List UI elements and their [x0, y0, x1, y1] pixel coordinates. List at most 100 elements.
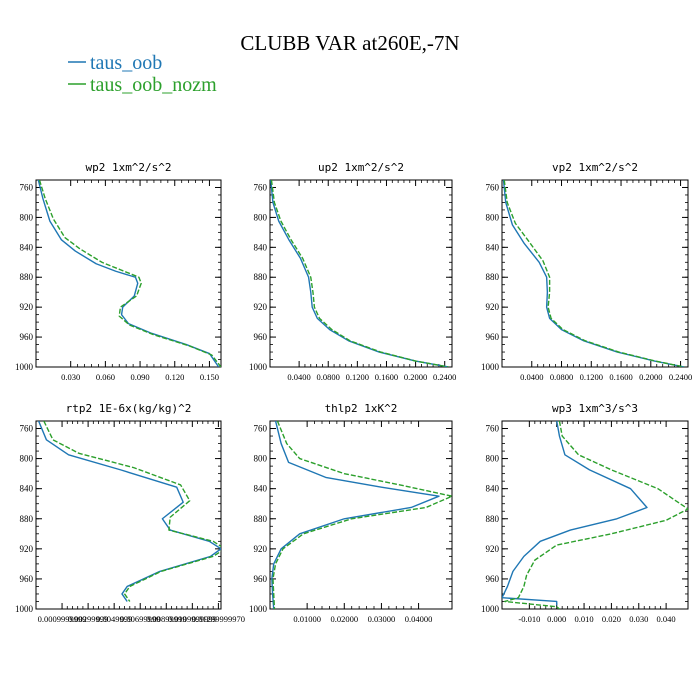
x-tick-label: 0.00299999	[68, 614, 108, 624]
y-tick-label: 760	[20, 424, 34, 434]
panel-title: rtp2 1E-6x(kg/kg)^2	[66, 402, 192, 415]
y-tick-label: 840	[254, 484, 268, 494]
legend-label-taus-oob-nozm: taus_oob_nozm	[90, 74, 217, 96]
series-line-taus-oob	[270, 180, 449, 367]
x-tick-label: 0.01000	[293, 614, 321, 624]
y-tick-label: 800	[486, 212, 500, 222]
x-tick-label: 0.0009999999	[38, 614, 87, 624]
y-tick-label: 920	[486, 302, 500, 312]
y-tick-label: 880	[254, 272, 268, 282]
y-tick-label: 920	[486, 544, 500, 554]
panel-title: wp2 1xm^2/s^2	[85, 161, 171, 174]
x-tick-label: 0.04000	[405, 614, 433, 624]
chart-panel-6: wp3 1xm^3/s^3 760 800 840 880 920 960 1000 -0.01…	[481, 402, 689, 624]
series-line-taus-oob-nozm	[272, 421, 452, 609]
x-tick-label: 0.030	[629, 614, 648, 624]
y-tick-label: 880	[254, 514, 268, 524]
x-tick-label: 0.0049999	[96, 614, 132, 624]
x-tick-label: 0.1200	[346, 372, 369, 382]
x-tick-label: 0.000	[547, 614, 566, 624]
x-tick-label: 0.00899999	[146, 614, 186, 624]
plot-frame	[35, 179, 222, 368]
y-tick-label: 880	[486, 514, 500, 524]
panel-title: wp3 1xm^3/s^3	[552, 402, 638, 415]
y-tick-label: 840	[486, 242, 500, 252]
series-line-taus-oob	[502, 180, 685, 367]
chart-panel-1: wp2 1xm^2/s^2 760 800 840 880 920 960 1000 0.030…	[15, 161, 222, 382]
y-tick-label: 760	[486, 182, 500, 192]
plot-frame	[35, 420, 222, 610]
y-tick-label: 840	[486, 484, 500, 494]
y-tick-label: 920	[20, 302, 34, 312]
x-tick-label: 0.00699999	[120, 614, 160, 624]
plot-frame	[501, 420, 689, 610]
x-tick-label: 0.030	[61, 372, 80, 382]
x-tick-label: 0.150	[200, 372, 219, 382]
legend: taus_oob taus_oob_nozm	[68, 52, 217, 96]
x-tick-label: 0.0400	[520, 372, 543, 382]
chart-panel-2: up2 1xm^2/s^2 760 800 840 880 920 960 1000 0.040…	[249, 161, 456, 382]
y-tick-label: 800	[254, 212, 268, 222]
plot-frame	[269, 420, 453, 610]
x-tick-label: 0.1600	[375, 372, 398, 382]
x-tick-label: 0.2000	[404, 372, 427, 382]
y-tick-label: 1000	[249, 362, 268, 372]
y-tick-label: 760	[486, 424, 500, 434]
y-tick-label: 920	[254, 544, 268, 554]
x-tick-label: 0.03000	[368, 614, 396, 624]
y-tick-label: 760	[254, 182, 268, 192]
y-tick-label: 920	[20, 544, 34, 554]
series-line-taus-oob	[502, 421, 648, 606]
x-tick-label: 0.040	[657, 614, 676, 624]
series-line-taus-oob-nozm	[504, 421, 688, 609]
y-tick-label: 880	[20, 272, 34, 282]
y-tick-label: 800	[254, 454, 268, 464]
x-tick-label: 0.01299999970	[192, 614, 245, 624]
chart-panel-5: thlp2 1xK^2 760 800 840 880 920 960 1000 0.01000…	[249, 402, 453, 624]
y-tick-label: 1000	[481, 604, 500, 614]
x-tick-label: 0.010	[574, 614, 593, 624]
y-tick-label: 960	[254, 574, 268, 584]
y-tick-label: 1000	[481, 362, 500, 372]
y-tick-label: 760	[254, 424, 268, 434]
x-tick-label: 0.0109999999	[168, 614, 217, 624]
series-line-taus-oob	[271, 421, 440, 609]
x-tick-label: 0.2400	[433, 372, 456, 382]
panel-title: up2 1xm^2/s^2	[318, 161, 404, 174]
panels: wp2 1xm^2/s^2 760 800 840 880 920 960 1000 0.030…	[15, 161, 692, 624]
legend-label-taus-oob: taus_oob	[90, 52, 162, 74]
y-tick-label: 880	[486, 272, 500, 282]
y-tick-label: 960	[20, 574, 34, 584]
y-tick-label: 800	[20, 454, 34, 464]
x-tick-label: 0.020	[602, 614, 621, 624]
y-tick-label: 960	[20, 332, 34, 342]
chart-panel-4: rtp2 1E-6x(kg/kg)^2 760 800 840 880 920 960 100…	[15, 402, 245, 624]
y-tick-label: 840	[20, 484, 34, 494]
plot-frame	[269, 179, 453, 368]
y-tick-label: 840	[20, 242, 34, 252]
x-tick-label: 0.0800	[550, 372, 573, 382]
series-line-taus-oob-nozm	[503, 180, 685, 367]
plot-frame	[501, 179, 689, 368]
y-tick-label: 1000	[15, 362, 34, 372]
panel-title: vp2 1xm^2/s^2	[552, 161, 638, 174]
x-tick-label: 0.060	[96, 372, 115, 382]
series-line-taus-oob-nozm	[43, 421, 221, 602]
y-tick-label: 920	[254, 302, 268, 312]
y-tick-label: 1000	[15, 604, 34, 614]
x-tick-label: 0.02000	[330, 614, 358, 624]
y-tick-label: 840	[254, 242, 268, 252]
y-tick-label: 880	[20, 514, 34, 524]
y-tick-label: 960	[486, 574, 500, 584]
figure-title: CLUBB VAR at260E,-7N	[240, 31, 459, 55]
y-tick-label: 960	[486, 332, 500, 342]
y-tick-label: 800	[486, 454, 500, 464]
series-line-taus-oob	[37, 421, 221, 602]
panel-title: thlp2 1xK^2	[325, 402, 398, 415]
series-line-taus-oob-nozm	[38, 180, 221, 367]
x-tick-label: 0.0800	[317, 372, 340, 382]
x-tick-label: 0.1200	[580, 372, 603, 382]
x-tick-label: 0.2000	[639, 372, 662, 382]
x-tick-label: 0.0400	[287, 372, 310, 382]
